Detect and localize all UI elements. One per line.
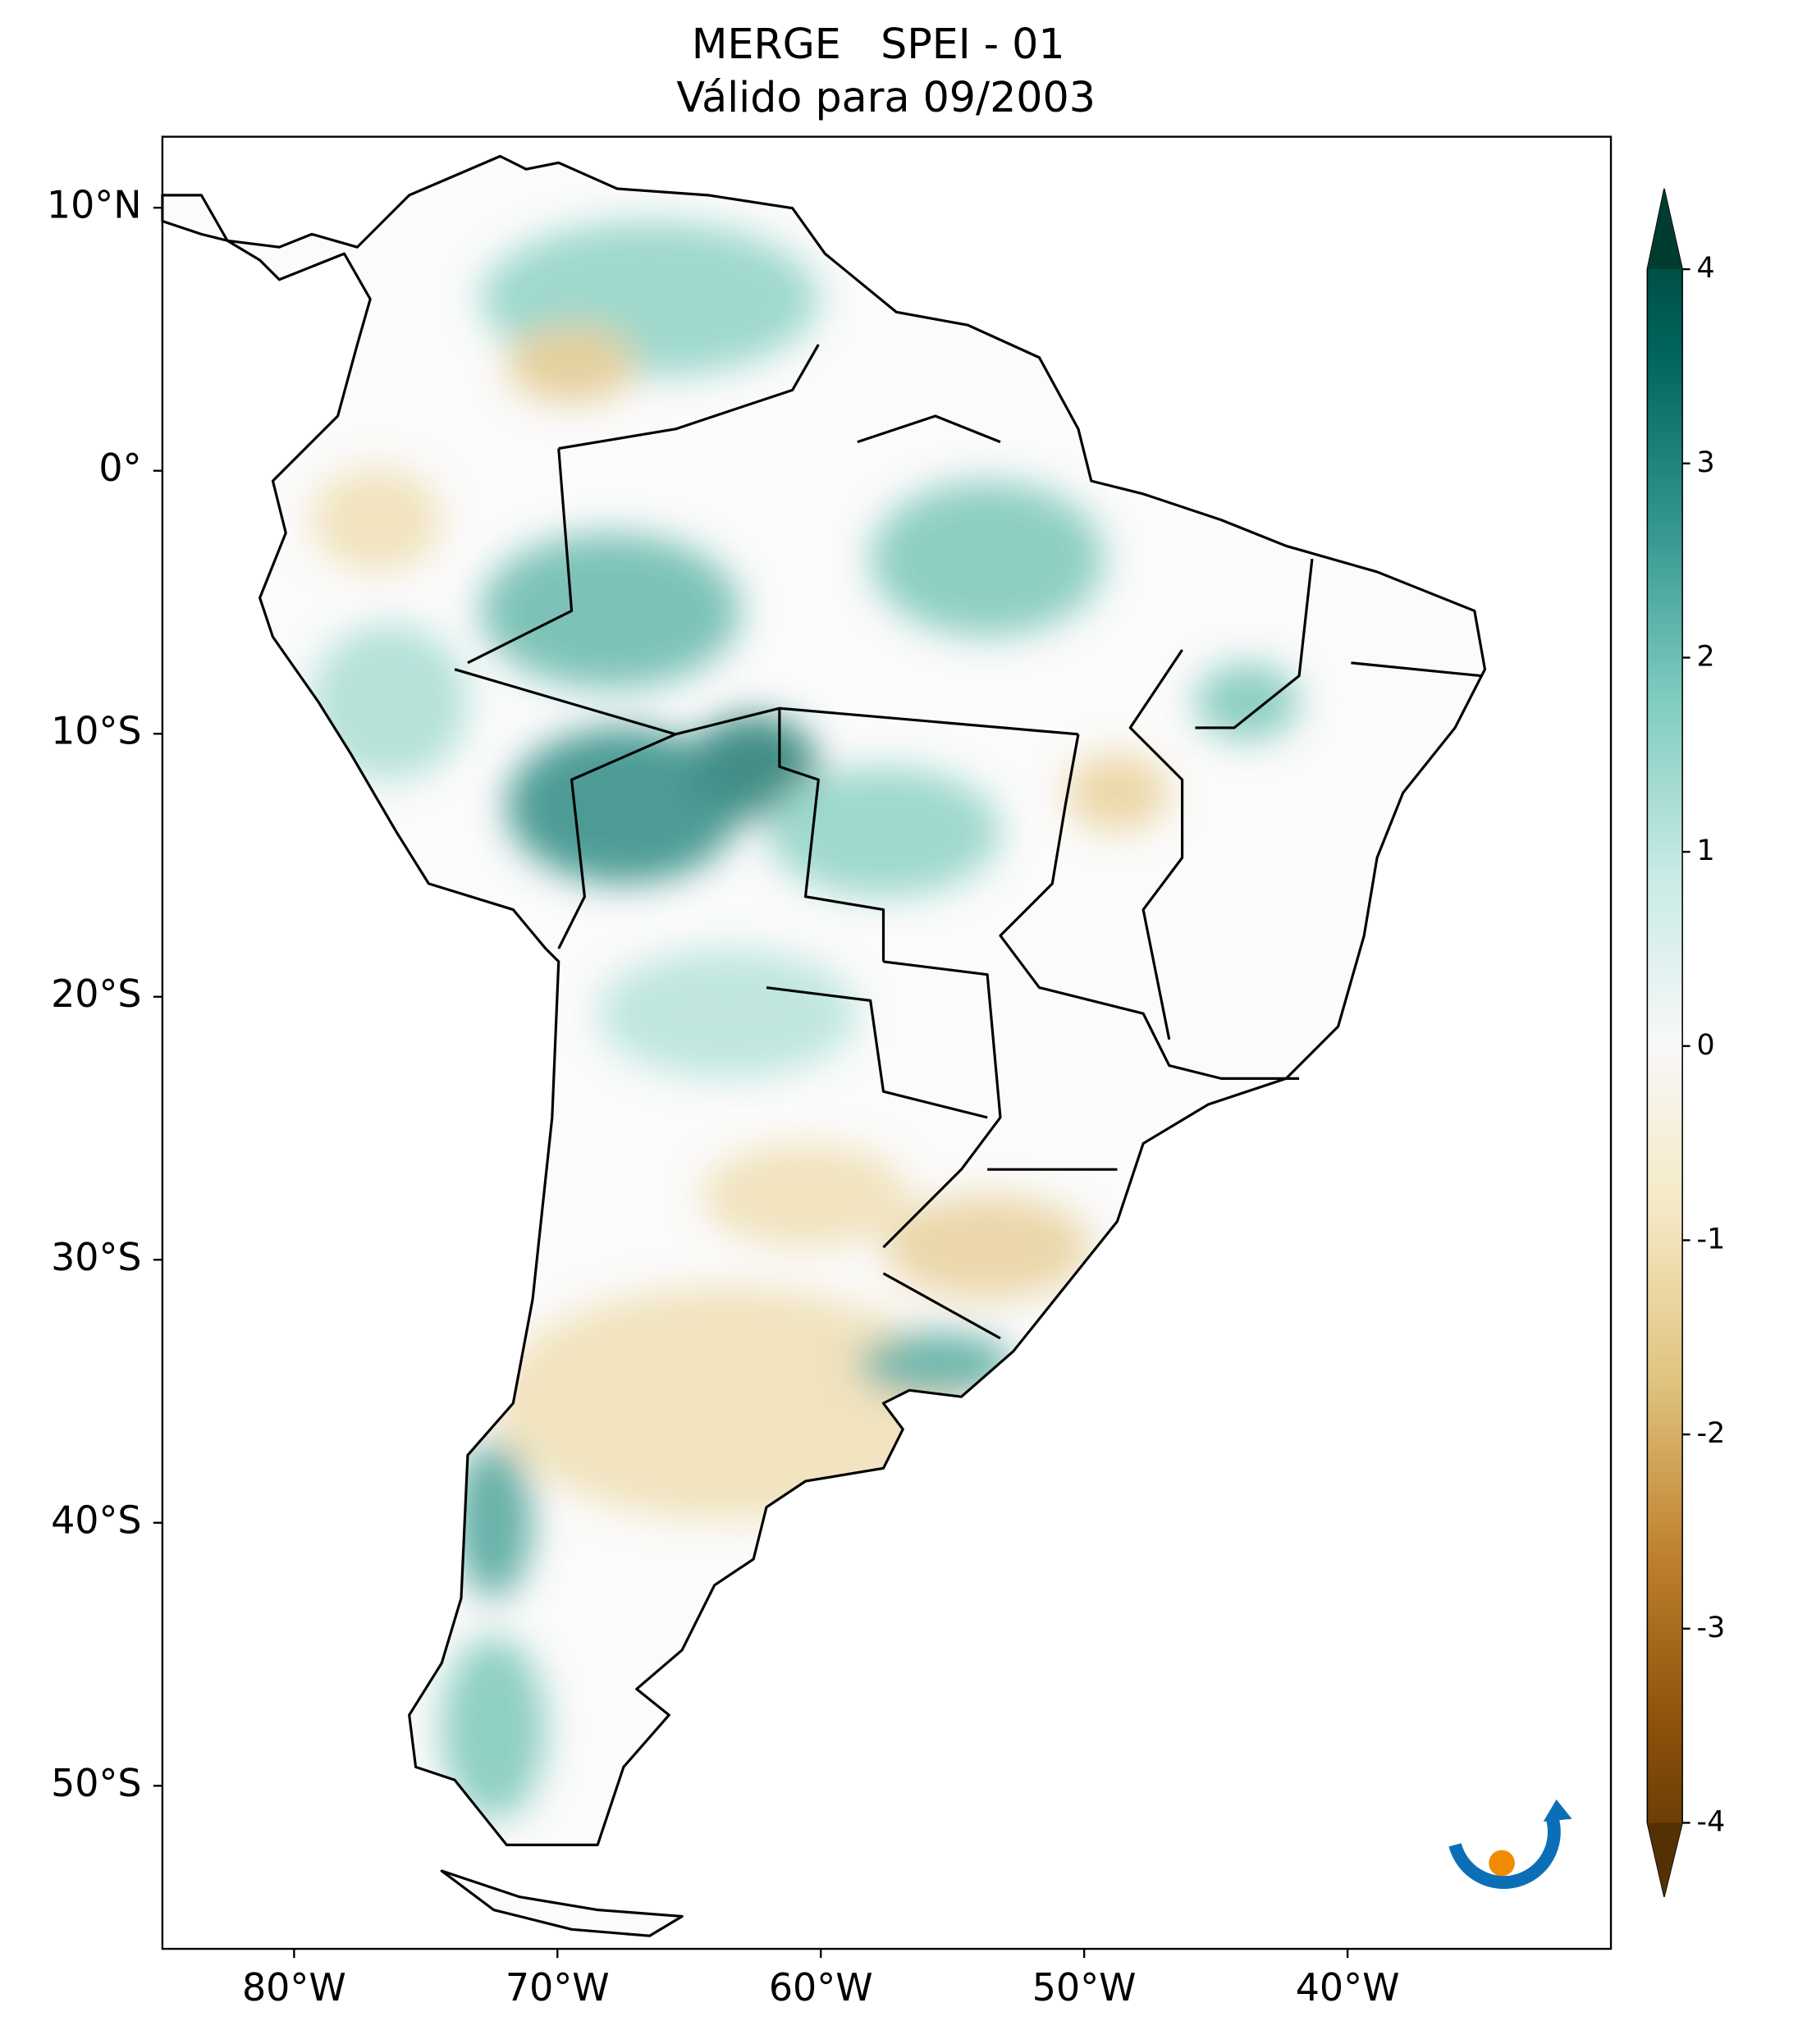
- y-tick-label: 0°: [98, 446, 141, 490]
- colorbar-tick-label: -3: [1697, 1612, 1726, 1644]
- y-tick-label: 20°S: [51, 972, 141, 1016]
- y-tick-label: 40°S: [51, 1498, 141, 1542]
- colorbar-tick-label: 1: [1697, 835, 1715, 867]
- colorbar-tick-label: -1: [1697, 1223, 1726, 1255]
- x-tick-label: 80°W: [242, 1965, 346, 2010]
- x-tick-label: 50°W: [1032, 1965, 1137, 2010]
- colorbar-tick-label: -2: [1697, 1417, 1726, 1450]
- colorbar: [1646, 188, 1683, 1897]
- plot-frame: [161, 135, 1613, 1950]
- subtitle: Válido para 09/2003: [676, 73, 1096, 121]
- inpe-logo: [1448, 1799, 1572, 1889]
- x-tick-label: 60°W: [769, 1965, 873, 2010]
- colorbar-tick-label: 3: [1697, 446, 1715, 479]
- colorbar-tick-label: -4: [1697, 1805, 1726, 1838]
- y-tick-label: 10°N: [47, 183, 142, 227]
- colorbar-extend-max: [1647, 188, 1683, 270]
- y-tick-label: 50°S: [51, 1761, 141, 1805]
- colorbar-ramp: [1646, 188, 1683, 1897]
- axes: 80°W 70°W 60°W 50°W 40°W10°N0°10°S20°S30°S40…: [47, 183, 1725, 2010]
- borders: [161, 154, 1487, 1937]
- x-tick-label: 40°W: [1296, 1965, 1400, 2010]
- colorbar-tick-label: 0: [1697, 1029, 1715, 1062]
- colorbar-tick-label: 4: [1697, 252, 1715, 285]
- x-tick-label: 70°W: [506, 1965, 610, 2010]
- colorbar-tick-label: 2: [1697, 640, 1715, 673]
- y-tick-label: 10°S: [51, 709, 141, 753]
- title: MERGE SPEI - 01: [692, 20, 1065, 68]
- colorbar-extend-min: [1647, 1822, 1683, 1897]
- y-tick-label: 30°S: [51, 1235, 141, 1279]
